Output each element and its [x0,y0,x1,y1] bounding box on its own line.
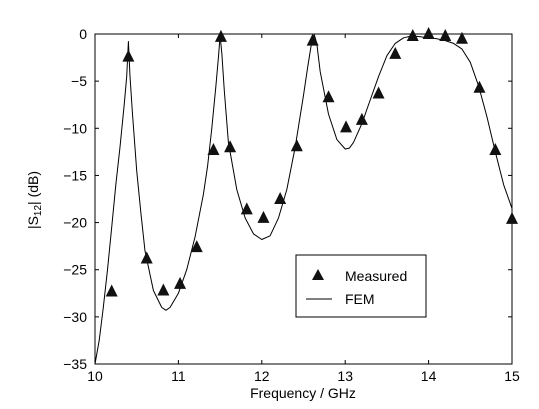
measured-point [122,49,135,62]
measured-point [506,211,518,224]
measured-point [190,240,203,253]
measured-point [473,80,486,93]
y-tick-label: 0 [79,26,87,42]
x-tick-label: 10 [87,368,103,384]
x-tick-label: 15 [504,368,520,384]
legend-box [295,254,427,318]
x-tick-label: 11 [171,368,186,384]
measured-point [489,143,502,156]
plot-area-frame [94,33,513,365]
measured-point [224,140,237,153]
measured-point [355,112,368,125]
measured-point [105,284,118,297]
measured-point [157,283,170,296]
y-tick-label: −10 [63,120,87,136]
measured-point [372,86,385,99]
legend-measured-label: Measured [345,268,407,284]
x-axis-label: Frequency / GHz [250,385,356,401]
x-tick-label: 12 [254,368,270,384]
x-tick-label: 13 [337,368,353,384]
measured-point [257,210,270,223]
measured-point [389,46,402,59]
measured-point [274,192,287,205]
y-tick-label: −5 [71,73,87,89]
legend: Measured FEM [295,254,427,318]
x-tick-labels: 10 11 12 13 14 15 [87,368,520,384]
legend-fem-label: FEM [345,291,375,307]
x-tick-label: 14 [421,368,437,384]
measured-point [174,276,187,289]
y-tick-labels: 0 −5 −10 −15 −20 −25 −30 −35 [63,26,87,372]
measured-point [240,202,253,215]
fem-series [94,34,513,365]
y-axis-label: |S12| (dB) [25,171,44,229]
measured-point [290,139,303,152]
measured-point [439,28,452,41]
y-tick-label: −25 [63,262,87,278]
y-tick-label: −35 [63,356,87,372]
measured-series [105,27,518,297]
measured-point [214,29,227,42]
y-tick-label: −20 [63,215,87,231]
legend-measured-marker [312,269,324,280]
measured-point [207,143,220,156]
fem-curve [94,34,513,365]
measured-point [406,28,419,41]
measured-point [422,27,435,40]
measured-point [322,90,335,103]
y-axis-label-tail: | (dB) [25,171,41,205]
measured-point [340,120,353,133]
y-tick-label: −15 [63,167,87,183]
measured-point [455,31,468,44]
measured-point [306,33,319,46]
y-axis-label-subscript: 12 [33,205,44,217]
measured-point [140,251,153,264]
y-axis-label-main: |S [25,216,41,229]
y-tick-label: −30 [63,309,87,325]
